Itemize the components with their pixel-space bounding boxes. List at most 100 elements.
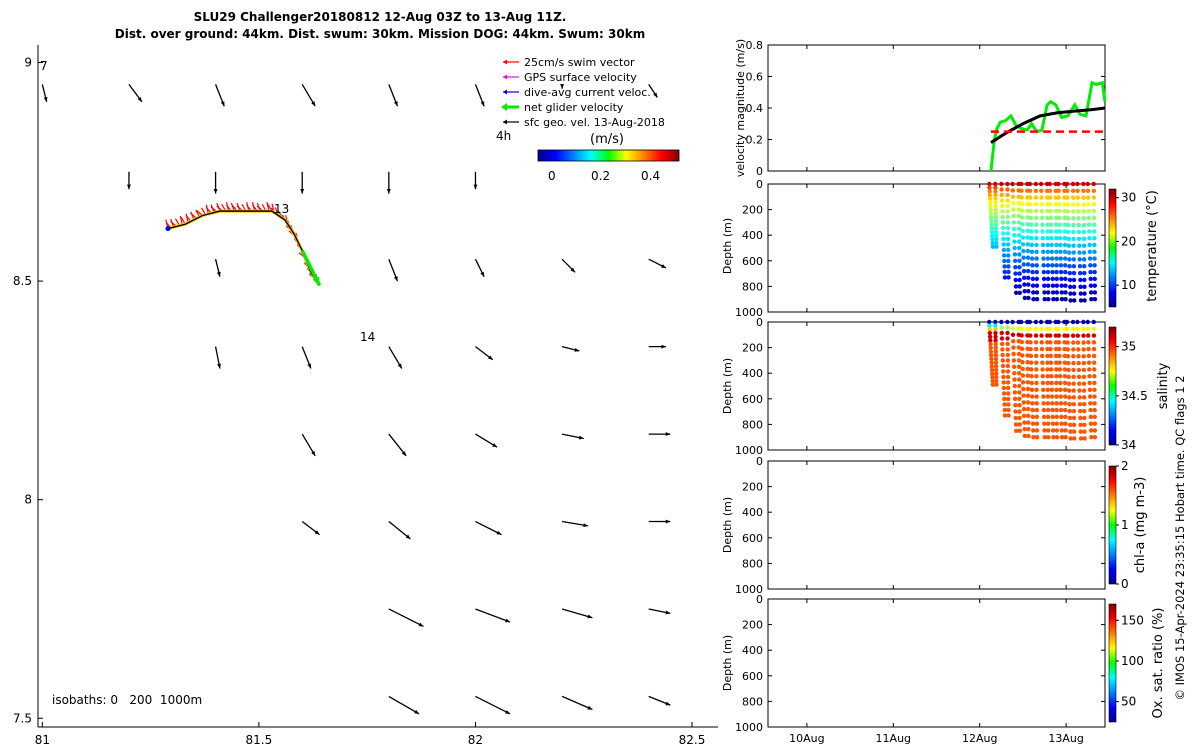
dive-sample-up (1006, 253, 1011, 258)
legend-sfc-geo-icon (503, 119, 507, 125)
temperature-colorbar-tick-label: 20 (1121, 234, 1136, 248)
dive-sample-down (1021, 268, 1027, 274)
dive-sample-down (989, 364, 995, 369)
dive-sample-up (1034, 276, 1040, 282)
quiver-arrow-head (653, 92, 658, 98)
dive-sample-up (1062, 360, 1068, 365)
velocity-ytick-label: 0.6 (746, 71, 764, 84)
dive-sample-up (1034, 414, 1040, 420)
dive-sample-up (1045, 414, 1051, 420)
dive-sample-up (1071, 236, 1076, 242)
chla-ylabel: Depth (m) (721, 497, 734, 553)
dive-sample-up (1081, 236, 1087, 242)
dive-sample-down (987, 319, 992, 325)
dive-sample-down (1049, 367, 1054, 372)
dive-sample-down (1075, 195, 1081, 200)
dive-sample-up (1071, 257, 1077, 262)
dive-sample-down (1087, 374, 1092, 379)
temperature-ytick-label: 0 (756, 178, 763, 191)
dive-sample-down (1086, 346, 1091, 352)
dive-sample-up (1005, 209, 1010, 214)
quiver-arrow-head (386, 189, 391, 194)
dive-sample-down (1077, 408, 1083, 414)
dive-sample-down (1030, 407, 1035, 413)
dive-sample-down (1010, 194, 1016, 199)
dive-sample-up (1063, 283, 1068, 288)
dive-sample-up (1005, 341, 1010, 347)
dive-sample-down (1058, 401, 1064, 406)
dive-sample-down (1011, 201, 1016, 206)
dive-sample-up (1034, 367, 1039, 372)
dive-sample-up (1062, 215, 1067, 221)
dive-sample-up (1005, 347, 1010, 352)
dive-sample-down (1040, 236, 1045, 241)
dive-sample-down (1065, 209, 1071, 214)
dive-sample-down (1057, 215, 1062, 221)
dive-sample-down (1059, 428, 1064, 433)
dive-sample-up (1034, 229, 1039, 234)
dive-sample-up (1091, 353, 1097, 359)
dive-sample-up (1005, 225, 1011, 231)
dive-sample-up (1016, 358, 1022, 363)
dive-sample-up (1082, 277, 1087, 283)
dive-sample-down (1065, 354, 1071, 359)
dive-sample-up (1063, 269, 1068, 275)
quiver-arrow (388, 608, 424, 628)
velocity-ytick-label: 0.4 (746, 102, 764, 115)
dive-sample-down (1066, 374, 1071, 380)
dive-sample-up (1054, 269, 1059, 275)
dive-sample-down (1064, 181, 1070, 187)
panel-salinity: 0 200 400 600 800 1000 34 34.5 35 (735, 316, 1148, 457)
oxygen-colorbar-label: Ox. sat. ratio (%) (1151, 608, 1166, 719)
oxygen-ytick-label: 600 (742, 670, 763, 683)
dive-sample-down (1001, 380, 1006, 385)
quiver-arrow-head (401, 451, 407, 456)
dive-sample-down (1001, 242, 1006, 247)
dive-sample-up (1071, 229, 1076, 235)
dive-sample-down (1086, 202, 1091, 207)
dive-sample-down (1047, 195, 1053, 200)
dive-sample-down (1000, 341, 1005, 347)
dive-sample-down (1028, 208, 1033, 214)
salinity-ytick-label: 200 (742, 342, 763, 355)
dive-sample-up (1025, 248, 1031, 254)
dive-sample-up (993, 203, 998, 209)
dive-sample-down (1028, 340, 1033, 345)
dive-sample-up (1062, 353, 1067, 359)
dive-sample-down (1065, 188, 1070, 194)
dive-sample-down (1077, 402, 1083, 407)
dive-sample-down (1068, 436, 1073, 441)
salinity-ytick-label: 400 (742, 367, 763, 380)
dive-sample-down (987, 189, 992, 194)
dive-sample-down (1056, 202, 1062, 207)
dive-sample-up (1092, 401, 1097, 406)
dive-sample-down (1021, 413, 1027, 419)
dive-sample-down (1013, 415, 1018, 421)
dive-sample-down (1048, 360, 1054, 365)
dive-sample-down (1030, 283, 1036, 288)
dive-sample-up (1034, 215, 1039, 221)
dive-sample-up (993, 200, 998, 205)
dive-sample-down (1057, 367, 1063, 372)
velocity-ylabel: velocity magnitude (m/s) (734, 39, 747, 177)
dive-sample-up (1005, 325, 1010, 330)
dive-sample-up (1033, 188, 1039, 193)
dive-sample-up (1034, 242, 1039, 248)
dive-sample-down (1078, 422, 1083, 427)
dive-sample-down (1020, 353, 1025, 358)
map-legend: 25cm/s swim vector GPS surface velocity … (501, 56, 665, 129)
isobaths-label: isobaths: 0 200 1000m (52, 693, 202, 707)
dive-sample-down (988, 341, 993, 347)
dive-sample-up (1082, 270, 1087, 276)
velocity-ytick-label: 0.2 (746, 134, 764, 147)
quiver-arrow-head (560, 84, 565, 89)
dive-sample-up (1053, 360, 1059, 365)
chla-ytick-label: 1000 (735, 583, 763, 596)
dive-sample-down (1087, 242, 1092, 248)
dive-sample-down (1086, 208, 1091, 214)
dive-sample-down (1050, 290, 1056, 295)
dive-sample-down (1019, 195, 1024, 200)
dive-sample-up (1062, 249, 1068, 254)
dive-sample-up (1005, 181, 1010, 187)
dive-sample-down (1078, 298, 1084, 303)
